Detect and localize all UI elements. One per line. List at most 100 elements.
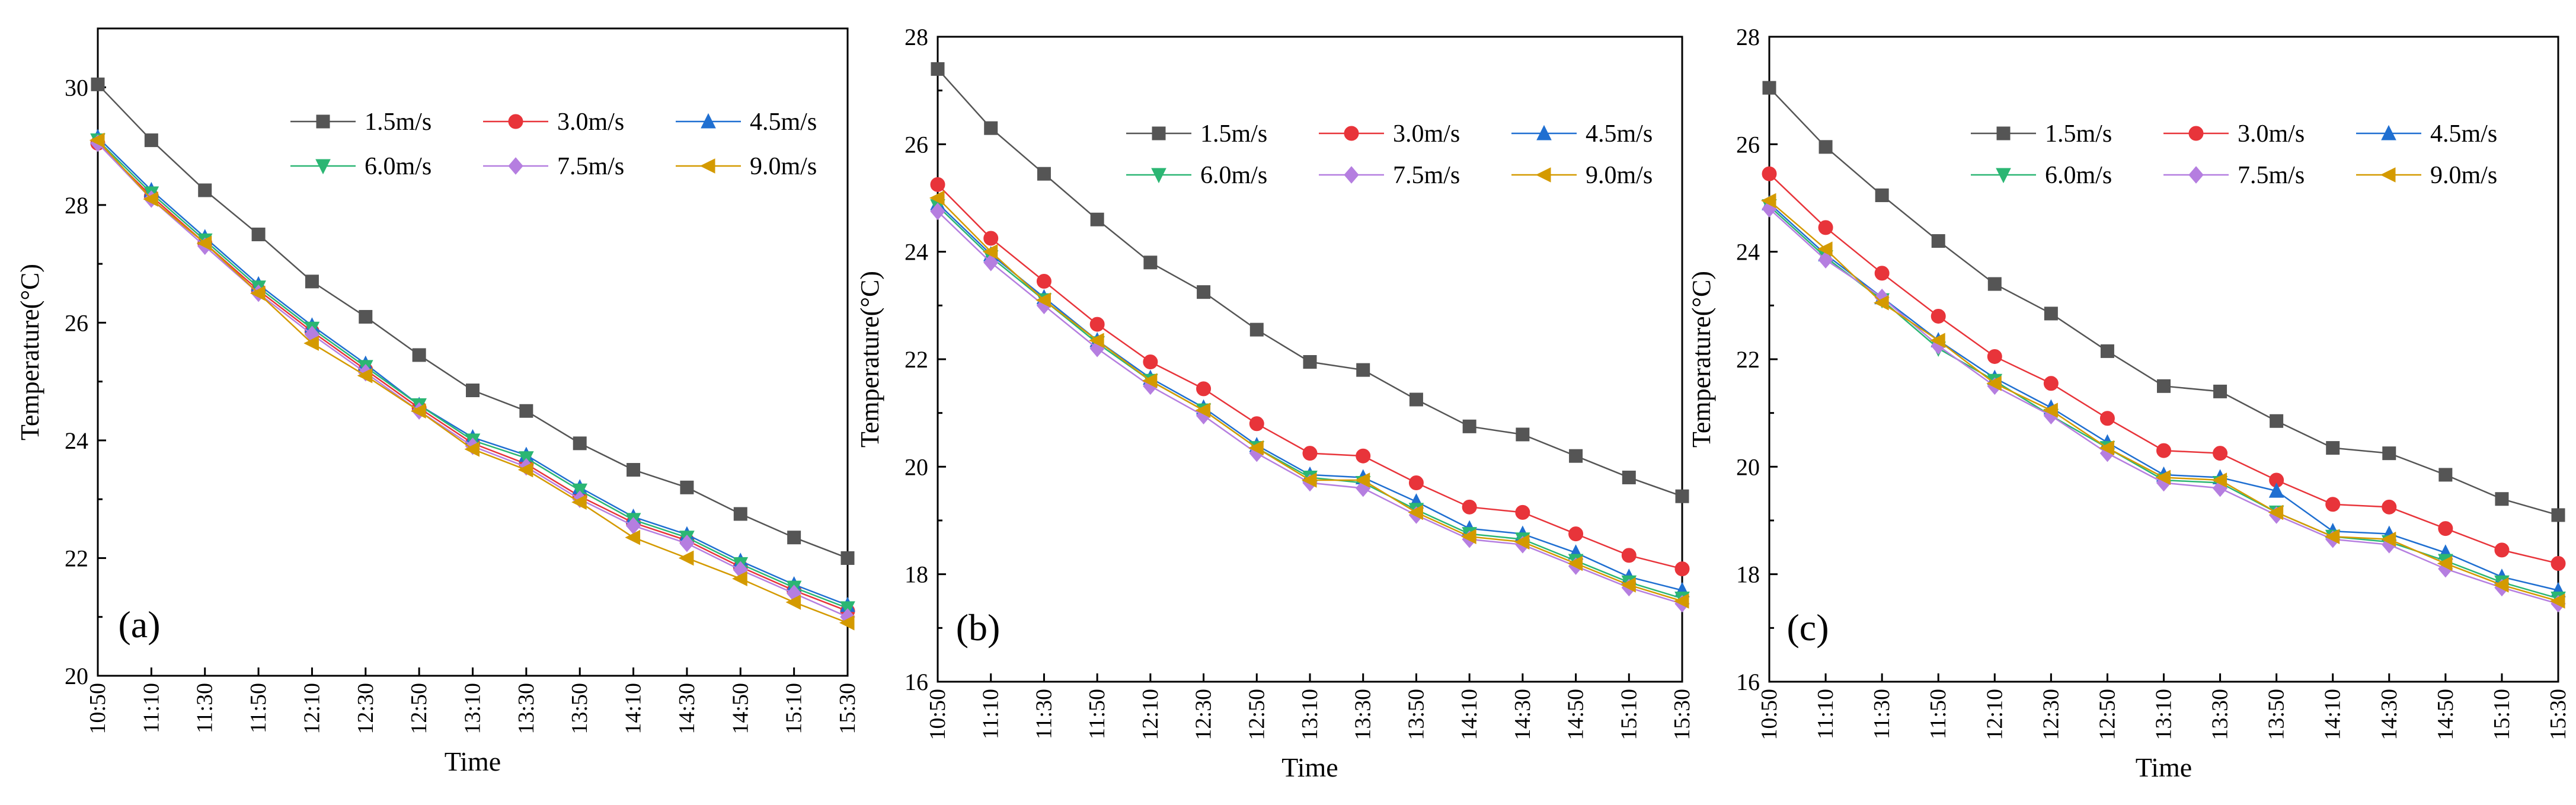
series-line bbox=[97, 139, 848, 624]
data-point bbox=[1874, 266, 1890, 281]
y-tick-label: 28 bbox=[1736, 24, 1760, 50]
data-point bbox=[733, 507, 747, 521]
data-point bbox=[89, 132, 105, 148]
y-tick-label: 24 bbox=[65, 427, 88, 454]
legend-label: 3.0m/s bbox=[2238, 120, 2305, 148]
legend-label: 6.0m/s bbox=[365, 153, 432, 180]
x-tick-label: 15:10 bbox=[1616, 689, 1641, 740]
data-point bbox=[2155, 469, 2171, 485]
data-point bbox=[680, 480, 694, 494]
y-tick-label: 24 bbox=[1736, 239, 1760, 266]
series-line bbox=[1769, 205, 2559, 599]
y-axis-label: Temperature(°C) bbox=[855, 271, 884, 448]
x-tick-label: 10:50 bbox=[1757, 689, 1782, 740]
data-point bbox=[1195, 402, 1211, 418]
data-point bbox=[1874, 295, 1889, 311]
data-point bbox=[1622, 470, 1636, 484]
data-point bbox=[2438, 521, 2453, 536]
data-point bbox=[1302, 446, 1318, 461]
data-point bbox=[2213, 446, 2228, 461]
data-point bbox=[571, 494, 587, 510]
legend-label: 7.5m/s bbox=[1393, 162, 1460, 189]
data-point bbox=[2043, 376, 2059, 391]
legend-label: 7.5m/s bbox=[557, 153, 624, 180]
y-tick-label: 20 bbox=[905, 453, 928, 480]
legend-marker bbox=[1152, 126, 1166, 140]
legend-marker bbox=[2381, 124, 2396, 140]
y-axis-label: Temperature(°C) bbox=[1687, 271, 1716, 448]
y-tick-label: 20 bbox=[65, 663, 88, 689]
data-point bbox=[1987, 349, 2002, 364]
series-9.0m/s bbox=[89, 132, 855, 631]
data-point bbox=[1143, 354, 1158, 370]
y-tick-label: 26 bbox=[65, 309, 88, 336]
data-point bbox=[1090, 212, 1104, 226]
data-point bbox=[787, 531, 801, 545]
series-line bbox=[1769, 200, 2559, 602]
data-point bbox=[411, 403, 426, 419]
data-point bbox=[679, 534, 695, 552]
data-point bbox=[303, 336, 319, 351]
y-tick-label: 26 bbox=[905, 131, 928, 158]
data-point bbox=[1818, 220, 1833, 235]
series-3.0m/s bbox=[930, 177, 1690, 577]
data-point bbox=[2156, 443, 2171, 458]
legend-label: 1.5m/s bbox=[2045, 120, 2112, 148]
series-line bbox=[97, 142, 848, 618]
y-tick-label: 22 bbox=[905, 346, 928, 373]
y-tick-label: 20 bbox=[1736, 453, 1760, 480]
data-point bbox=[357, 368, 373, 384]
data-point bbox=[2325, 497, 2341, 512]
series-7.5m/s bbox=[90, 134, 855, 626]
legend-label: 3.0m/s bbox=[557, 108, 624, 136]
x-tick-label: 11:30 bbox=[1031, 689, 1056, 739]
x-tick-label: 12:50 bbox=[1244, 689, 1269, 740]
legend-marker bbox=[508, 114, 523, 129]
legend: 1.5m/s 3.0m/s 4.5m/s 6.0m/s 7.5m/s 9.0m/s bbox=[290, 108, 817, 180]
legend-label: 1.5m/s bbox=[1200, 120, 1267, 148]
x-tick-label: 12:50 bbox=[2095, 689, 2120, 740]
data-point bbox=[930, 177, 945, 192]
data-point bbox=[250, 285, 266, 301]
legend-marker bbox=[1344, 126, 1359, 141]
legend-marker bbox=[1344, 166, 1359, 184]
y-tick-label: 28 bbox=[65, 192, 88, 219]
series-line bbox=[937, 205, 1683, 599]
data-point bbox=[1196, 381, 1212, 397]
data-point bbox=[198, 183, 212, 197]
series-3.0m/s bbox=[1762, 166, 2566, 571]
x-tick-label: 12:10 bbox=[299, 683, 324, 734]
data-point bbox=[1569, 449, 1583, 463]
chart-panel-2: 16 18 20 22 24 26 28 10:50 11:10 11:30 11:50 12:10 1… bbox=[855, 24, 1695, 782]
data-point bbox=[1674, 561, 1690, 577]
x-axis-label: Time bbox=[2136, 752, 2192, 782]
data-point bbox=[1408, 475, 1424, 491]
x-tick-label: 14:10 bbox=[1457, 689, 1482, 740]
series-line bbox=[1769, 173, 2559, 564]
data-point bbox=[1987, 277, 2002, 291]
data-point bbox=[1673, 593, 1689, 609]
data-point bbox=[1760, 193, 1776, 209]
data-point bbox=[2380, 531, 2396, 547]
data-point bbox=[839, 615, 855, 631]
data-point bbox=[1762, 166, 1777, 181]
legend-label: 1.5m/s bbox=[365, 108, 432, 136]
y-axis-label: Temperature(°C) bbox=[15, 264, 44, 440]
data-point bbox=[251, 227, 266, 241]
x-tick-label: 13:30 bbox=[514, 683, 539, 734]
panel-label: (a) bbox=[118, 603, 160, 646]
data-point bbox=[2437, 555, 2453, 571]
data-point bbox=[1515, 504, 1530, 520]
data-point bbox=[144, 133, 158, 148]
data-point bbox=[1621, 548, 1637, 563]
data-point bbox=[1035, 292, 1051, 308]
data-point bbox=[1037, 167, 1051, 181]
data-point bbox=[930, 202, 945, 221]
data-point bbox=[2549, 593, 2565, 609]
x-tick-label: 15:30 bbox=[835, 683, 860, 734]
data-point bbox=[2268, 483, 2284, 498]
y-tick-label: 24 bbox=[905, 239, 928, 266]
data-point bbox=[983, 231, 999, 246]
